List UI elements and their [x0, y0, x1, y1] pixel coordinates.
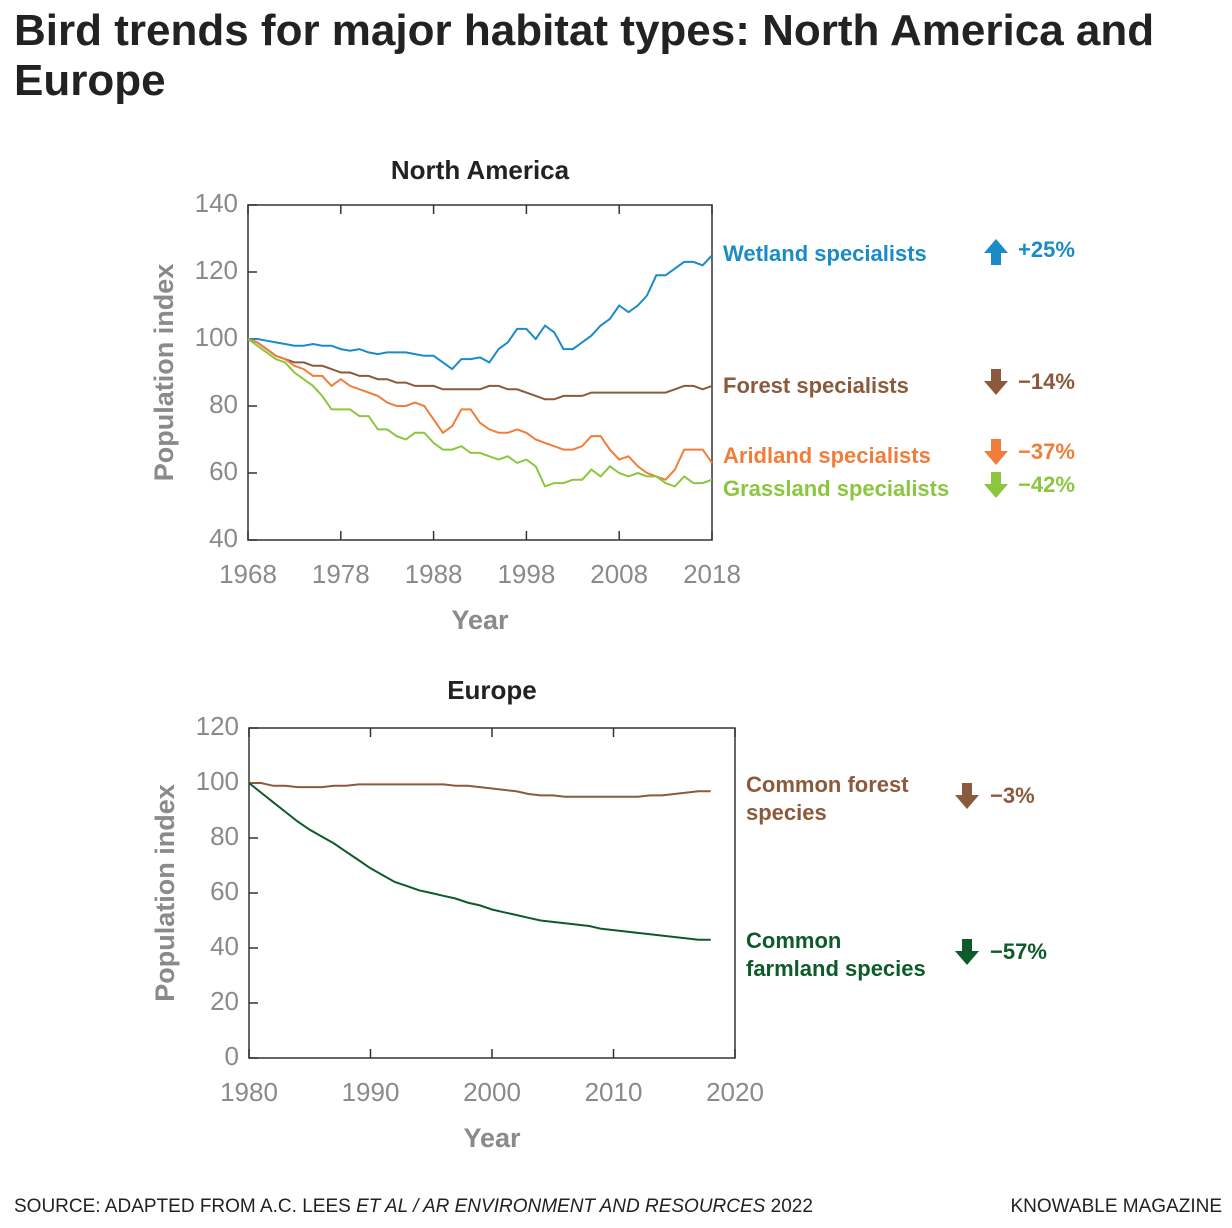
y-tick-label: 20: [210, 986, 239, 1016]
page-title: Bird trends for major habitat types: Nor…: [14, 6, 1155, 105]
series-line: [247, 338, 713, 488]
x-axis-title: Year: [463, 1123, 521, 1153]
change-arrow: [955, 783, 979, 809]
y-tick-label: 100: [195, 322, 238, 352]
y-tick-label: 80: [210, 821, 239, 851]
x-tick-label: 1968: [219, 559, 277, 589]
series-label: Common forest species: [746, 772, 909, 825]
series-label-box: Common farmland species: [746, 928, 926, 981]
change-label: −37%: [1018, 439, 1075, 464]
y-tick-label: 60: [210, 876, 239, 906]
charts: North America 40 60 80 100 120 140 1968 1978 1988…: [149, 155, 1075, 1153]
x-tick-label: 2020: [706, 1077, 764, 1107]
source-italic: ET AL / AR ENVIRONMENT AND RESOURCES: [356, 1196, 766, 1217]
y-tick-label: 60: [209, 456, 238, 486]
x-tick-label: 2008: [590, 559, 648, 589]
series-label: Wetland specialists: [723, 241, 927, 266]
x-tick-label: 2018: [683, 559, 741, 589]
series-line: [247, 338, 713, 481]
series-line: [248, 782, 711, 941]
source-year: 2022: [770, 1196, 813, 1217]
change-label: −57%: [990, 939, 1047, 964]
source: SOURCE: ADAPTED FROM A.C. LEES ET AL / A…: [14, 1196, 813, 1218]
source-text: SOURCE: ADAPTED FROM A.C. LEES: [14, 1196, 351, 1217]
change-label: −3%: [990, 783, 1035, 808]
series-label-box: Common forest species: [746, 772, 909, 825]
series-line: [247, 338, 713, 401]
change-label: +25%: [1018, 237, 1075, 262]
x-tick-label: 1998: [497, 559, 555, 589]
series-label: Aridland specialists: [723, 443, 931, 468]
y-tick-label: 120: [196, 711, 239, 741]
change-arrow: [984, 439, 1008, 465]
series-line: [249, 782, 711, 798]
change-arrow: [984, 369, 1008, 395]
x-tick-label: 1978: [312, 559, 370, 589]
change-label: −14%: [1018, 369, 1075, 394]
y-axis-title: Population index: [150, 784, 180, 1002]
y-tick-label: 120: [195, 255, 238, 285]
x-axis-title: Year: [451, 605, 509, 635]
x-tick-label: 1980: [220, 1077, 278, 1107]
y-tick-label: 100: [196, 766, 239, 796]
x-tick-label: 2000: [463, 1077, 521, 1107]
x-tick-label: 2010: [585, 1077, 643, 1107]
chart-title: Europe: [447, 675, 537, 705]
change-label: −42%: [1018, 472, 1075, 497]
series-label: Common farmland species: [746, 928, 926, 981]
change-arrow: [984, 239, 1008, 265]
y-axis-title: Population index: [149, 264, 179, 482]
y-tick-label: 80: [209, 389, 238, 419]
y-tick-label: 40: [210, 931, 239, 961]
y-tick-label: 0: [225, 1041, 239, 1071]
change-arrow: [984, 472, 1008, 498]
y-tick-label: 40: [209, 523, 238, 553]
series-label: Forest specialists: [723, 373, 909, 398]
y-tick-label: 140: [195, 188, 238, 218]
plot-frame: [248, 727, 736, 1059]
x-tick-label: 1988: [405, 559, 463, 589]
credit: KNOWABLE MAGAZINE: [1010, 1196, 1223, 1217]
chart-title: North America: [391, 155, 570, 185]
plot-frame: [247, 204, 713, 541]
change-arrow: [955, 939, 979, 965]
series-line: [248, 254, 713, 371]
x-tick-label: 1990: [342, 1077, 400, 1107]
series-label: Grassland specialists: [723, 476, 949, 501]
